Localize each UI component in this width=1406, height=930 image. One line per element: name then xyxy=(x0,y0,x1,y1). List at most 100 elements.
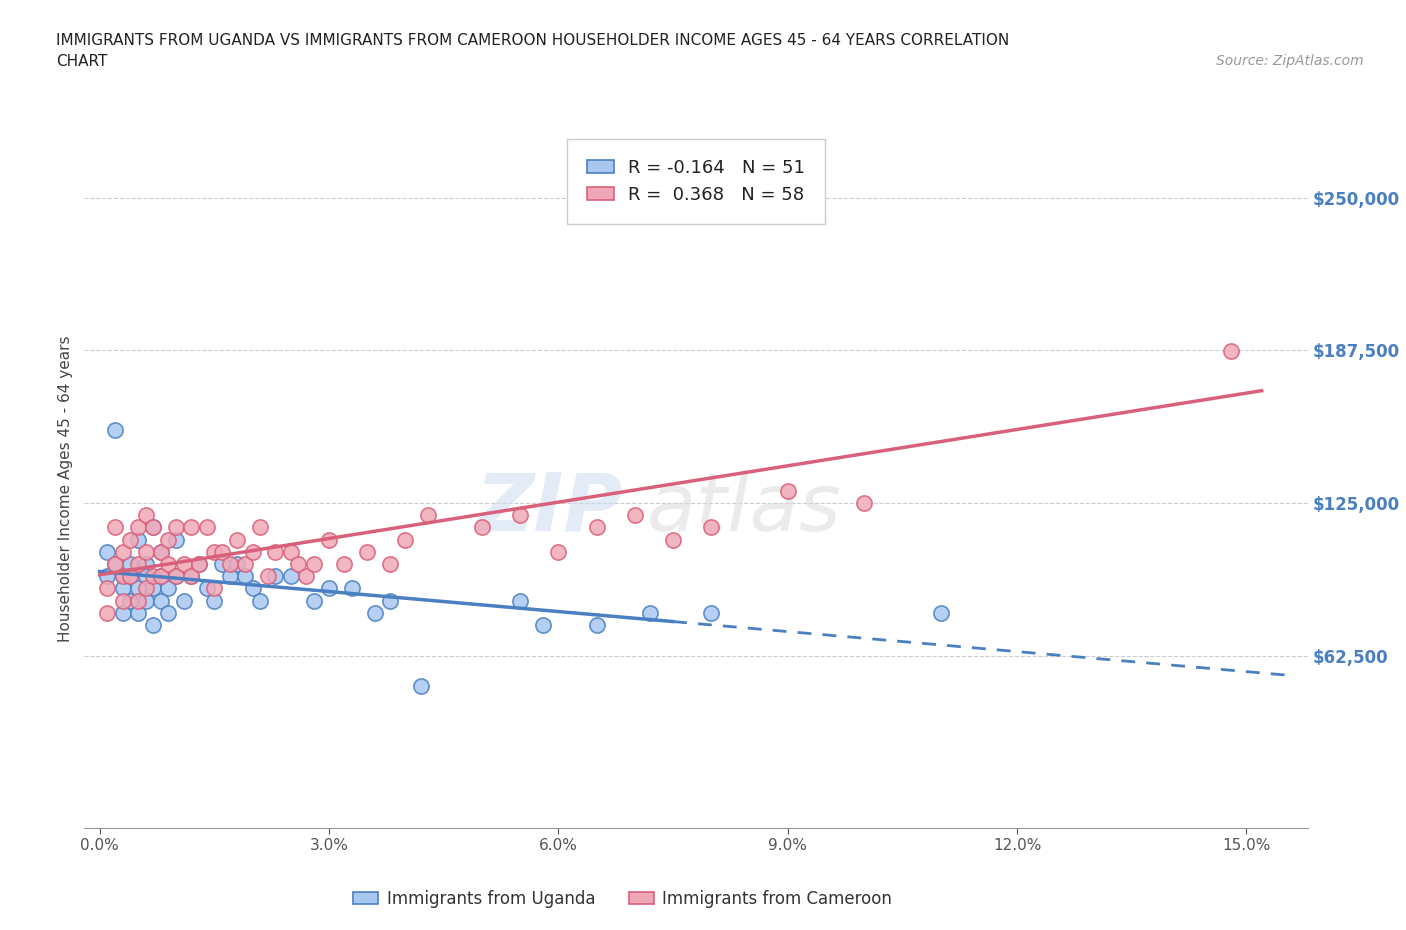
Point xyxy=(378,593,402,608)
Point xyxy=(585,520,607,535)
Point xyxy=(531,618,554,632)
Point xyxy=(149,569,172,584)
Point xyxy=(96,605,118,620)
Legend: Immigrants from Uganda, Immigrants from Cameroon: Immigrants from Uganda, Immigrants from … xyxy=(347,884,898,914)
Point xyxy=(202,581,225,596)
Point xyxy=(120,569,142,584)
Point xyxy=(135,569,157,584)
Point xyxy=(120,556,142,571)
Point xyxy=(249,593,271,608)
Point xyxy=(96,569,118,584)
Point xyxy=(218,556,240,571)
Point xyxy=(180,520,202,535)
Point xyxy=(149,544,172,559)
Text: ZIP: ZIP xyxy=(475,470,623,548)
Point xyxy=(211,544,233,559)
Point xyxy=(142,618,165,632)
Point xyxy=(211,556,233,571)
Point xyxy=(280,569,302,584)
Point xyxy=(202,593,225,608)
Point xyxy=(585,618,607,632)
Point xyxy=(111,593,134,608)
Text: CHART: CHART xyxy=(56,54,108,69)
Point xyxy=(173,556,195,571)
Point xyxy=(853,496,876,511)
Point xyxy=(264,544,287,559)
Point xyxy=(340,581,363,596)
Point xyxy=(242,581,264,596)
Point xyxy=(264,569,287,584)
Point xyxy=(157,605,180,620)
Point xyxy=(418,508,440,523)
Text: Source: ZipAtlas.com: Source: ZipAtlas.com xyxy=(1216,54,1364,68)
Point xyxy=(700,605,723,620)
Point xyxy=(149,544,172,559)
Point xyxy=(111,605,134,620)
Point xyxy=(776,484,799,498)
Point xyxy=(226,532,249,547)
Point xyxy=(135,581,157,596)
Point xyxy=(165,532,187,547)
Point xyxy=(226,556,249,571)
Point xyxy=(157,556,180,571)
Point xyxy=(394,532,416,547)
Point xyxy=(165,569,187,584)
Point xyxy=(142,569,165,584)
Point xyxy=(149,593,172,608)
Point xyxy=(180,569,202,584)
Point xyxy=(120,593,142,608)
Point xyxy=(356,544,378,559)
Point xyxy=(318,581,340,596)
Point xyxy=(195,581,218,596)
Point xyxy=(647,191,669,206)
Point xyxy=(142,581,165,596)
Point xyxy=(409,679,432,694)
Point xyxy=(135,508,157,523)
Point xyxy=(96,544,118,559)
Point xyxy=(249,520,271,535)
Point xyxy=(127,581,149,596)
Point xyxy=(127,593,149,608)
Point xyxy=(700,520,723,535)
Point xyxy=(157,532,180,547)
Point xyxy=(318,532,340,547)
Point xyxy=(149,569,172,584)
Point xyxy=(104,422,127,437)
Point xyxy=(188,556,211,571)
Point xyxy=(302,556,325,571)
Point xyxy=(547,544,569,559)
Point xyxy=(218,569,240,584)
Point xyxy=(111,581,134,596)
Point xyxy=(1220,344,1243,359)
Point xyxy=(624,508,647,523)
Point xyxy=(111,569,134,584)
Point xyxy=(364,605,387,620)
Text: atlas: atlas xyxy=(647,470,842,548)
Point xyxy=(638,605,661,620)
Point xyxy=(929,605,952,620)
Point xyxy=(202,544,225,559)
Point xyxy=(188,556,211,571)
Point xyxy=(127,556,149,571)
Point xyxy=(302,593,325,608)
Y-axis label: Householder Income Ages 45 - 64 years: Householder Income Ages 45 - 64 years xyxy=(58,335,73,642)
Point xyxy=(104,520,127,535)
Point xyxy=(471,520,494,535)
Point xyxy=(280,544,302,559)
Point xyxy=(233,556,256,571)
Point xyxy=(180,569,202,584)
Point xyxy=(111,544,134,559)
Point xyxy=(242,544,264,559)
Point xyxy=(333,556,356,571)
Point xyxy=(111,569,134,584)
Point xyxy=(157,581,180,596)
Point xyxy=(509,508,531,523)
Point xyxy=(120,532,142,547)
Point xyxy=(256,569,278,584)
Point xyxy=(287,556,309,571)
Point xyxy=(173,593,195,608)
Point xyxy=(509,593,531,608)
Point xyxy=(127,532,149,547)
Point xyxy=(135,556,157,571)
Point xyxy=(195,520,218,535)
